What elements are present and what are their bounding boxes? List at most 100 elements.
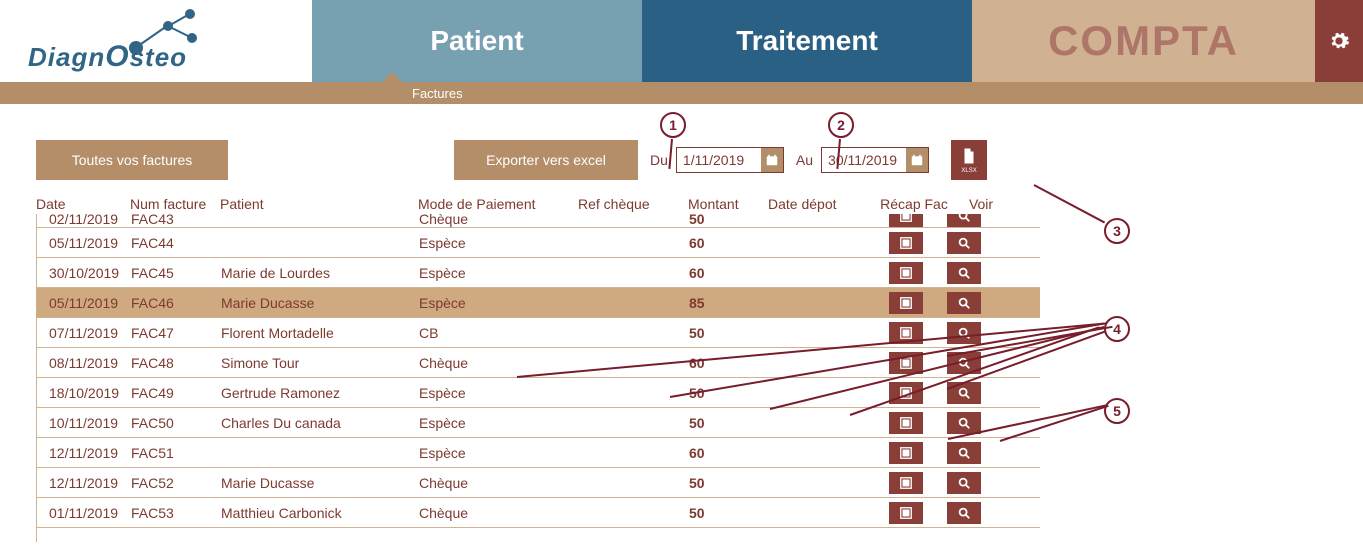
cell-montant: 85 [689,295,769,311]
cell-mode: CB [419,325,579,341]
recap-button[interactable] [889,502,923,524]
cell-mode: Espèce [419,265,579,281]
cell-date: 07/11/2019 [49,325,131,341]
date-from-field[interactable] [676,147,784,173]
table-row[interactable]: 30/10/2019FAC45Marie de LourdesEspèce 60 [37,258,1040,288]
cell-num: FAC52 [131,475,221,491]
calendar-icon[interactable] [906,148,928,172]
col-date: Date [36,196,130,212]
col-mode: Mode de Paiement [418,196,578,212]
date-to-label: Au [796,152,813,168]
cell-montant: 60 [689,235,769,251]
cell-montant: 50 [689,475,769,491]
table-row[interactable]: 02/11/2019FAC43Chèque50 [37,214,1040,228]
table-row[interactable]: 18/10/2019FAC49Gertrude RamonezEspèce50 [37,378,1040,408]
cell-num: FAC44 [131,235,221,251]
cell-patient: Gertrude Ramonez [221,385,419,401]
table-row[interactable]: 12/11/2019FAC52Marie DucasseChèque 50 [37,468,1040,498]
cell-num: FAC49 [131,385,221,401]
table-row[interactable]: 05/11/2019FAC46Marie DucasseEspèce85 [37,288,1040,318]
recap-button[interactable] [889,262,923,284]
date-from-label: Du [650,152,668,168]
tab-traitement[interactable]: Traitement [642,0,972,82]
recap-button[interactable] [889,232,923,254]
cell-mode: Espèce [419,415,579,431]
col-voir: Voir [956,196,1006,212]
date-from-input[interactable] [677,152,761,168]
view-button[interactable] [947,442,981,464]
cell-montant: 60 [689,265,769,281]
cell-patient: Simone Tour [221,355,419,371]
cell-date: 18/10/2019 [49,385,131,401]
cell-patient: Marie de Lourdes [221,265,419,281]
cell-mode: Chèque [419,475,579,491]
tab-compta[interactable]: COMPTA [972,0,1315,82]
col-patient: Patient [220,196,418,212]
annotation-callout: 3 [1104,218,1130,244]
cell-date: 08/11/2019 [49,355,131,371]
export-excel-button[interactable]: Exporter vers excel [454,140,638,180]
cell-num: FAC51 [131,445,221,461]
subnav: Factures [0,82,1363,104]
cell-patient: Matthieu Carbonick [221,505,419,521]
cell-montant: 60 [689,445,769,461]
annotation-callout: 2 [828,112,854,138]
col-recap: Récap Fac [872,196,956,212]
cell-montant: 50 [689,505,769,521]
cell-num: FAC48 [131,355,221,371]
logo-icon [128,8,218,58]
cell-mode: Espèce [419,295,579,311]
cell-mode: Espèce [419,235,579,251]
cell-patient: Florent Mortadelle [221,325,419,341]
file-icon [960,146,978,166]
subtab-factures[interactable]: Factures [412,86,463,101]
all-invoices-button[interactable]: Toutes vos factures [36,140,228,180]
recap-button[interactable] [889,442,923,464]
cell-num: FAC50 [131,415,221,431]
cell-mode: Espèce [419,385,579,401]
table-row[interactable]: 10/11/2019FAC50Charles Du canadaEspèce 50 [37,408,1040,438]
date-to-input[interactable] [822,152,906,168]
recap-button[interactable] [889,214,923,227]
cell-date: 05/11/2019 [49,295,131,311]
settings-button[interactable] [1315,0,1363,82]
cell-mode: Chèque [419,505,579,521]
view-button[interactable] [947,502,981,524]
annotation-callout: 1 [660,112,686,138]
recap-button[interactable] [889,412,923,434]
cell-date: 12/11/2019 [49,475,131,491]
cell-montant: 50 [689,325,769,341]
annotation-callout: 5 [1104,398,1130,424]
logo: DiagnOsteo [0,0,312,82]
cell-date: 30/10/2019 [49,265,131,281]
view-button[interactable] [947,262,981,284]
cell-date: 10/11/2019 [49,415,131,431]
col-depot: Date dépot [768,196,872,212]
gear-icon [1328,30,1350,52]
view-button[interactable] [947,292,981,314]
cell-num: FAC45 [131,265,221,281]
table-row[interactable]: 01/11/2019FAC53Matthieu CarbonickChèque 5… [37,498,1040,528]
cell-num: FAC53 [131,505,221,521]
cell-montant: 50 [689,415,769,431]
col-ref: Ref chèque [578,196,688,212]
xlsx-label: XLSX [961,168,976,174]
view-button[interactable] [947,322,981,344]
view-button[interactable] [947,412,981,434]
table-row[interactable]: 05/11/2019FAC44Espèce60 [37,228,1040,258]
cell-patient: Charles Du canada [221,415,419,431]
col-montant: Montant [688,196,768,212]
xlsx-export-button[interactable]: XLSX [951,140,987,180]
cell-num: FAC46 [131,295,221,311]
recap-button[interactable] [889,292,923,314]
tab-patient[interactable]: Patient [312,0,642,82]
calendar-icon[interactable] [761,148,783,172]
view-button[interactable] [947,472,981,494]
view-button[interactable] [947,214,981,227]
recap-button[interactable] [889,472,923,494]
view-button[interactable] [947,232,981,254]
table-row[interactable]: 12/11/2019FAC51Espèce60 [37,438,1040,468]
cell-date: 01/11/2019 [49,505,131,521]
annotation-callout: 4 [1104,316,1130,342]
cell-patient: Marie Ducasse [221,475,419,491]
